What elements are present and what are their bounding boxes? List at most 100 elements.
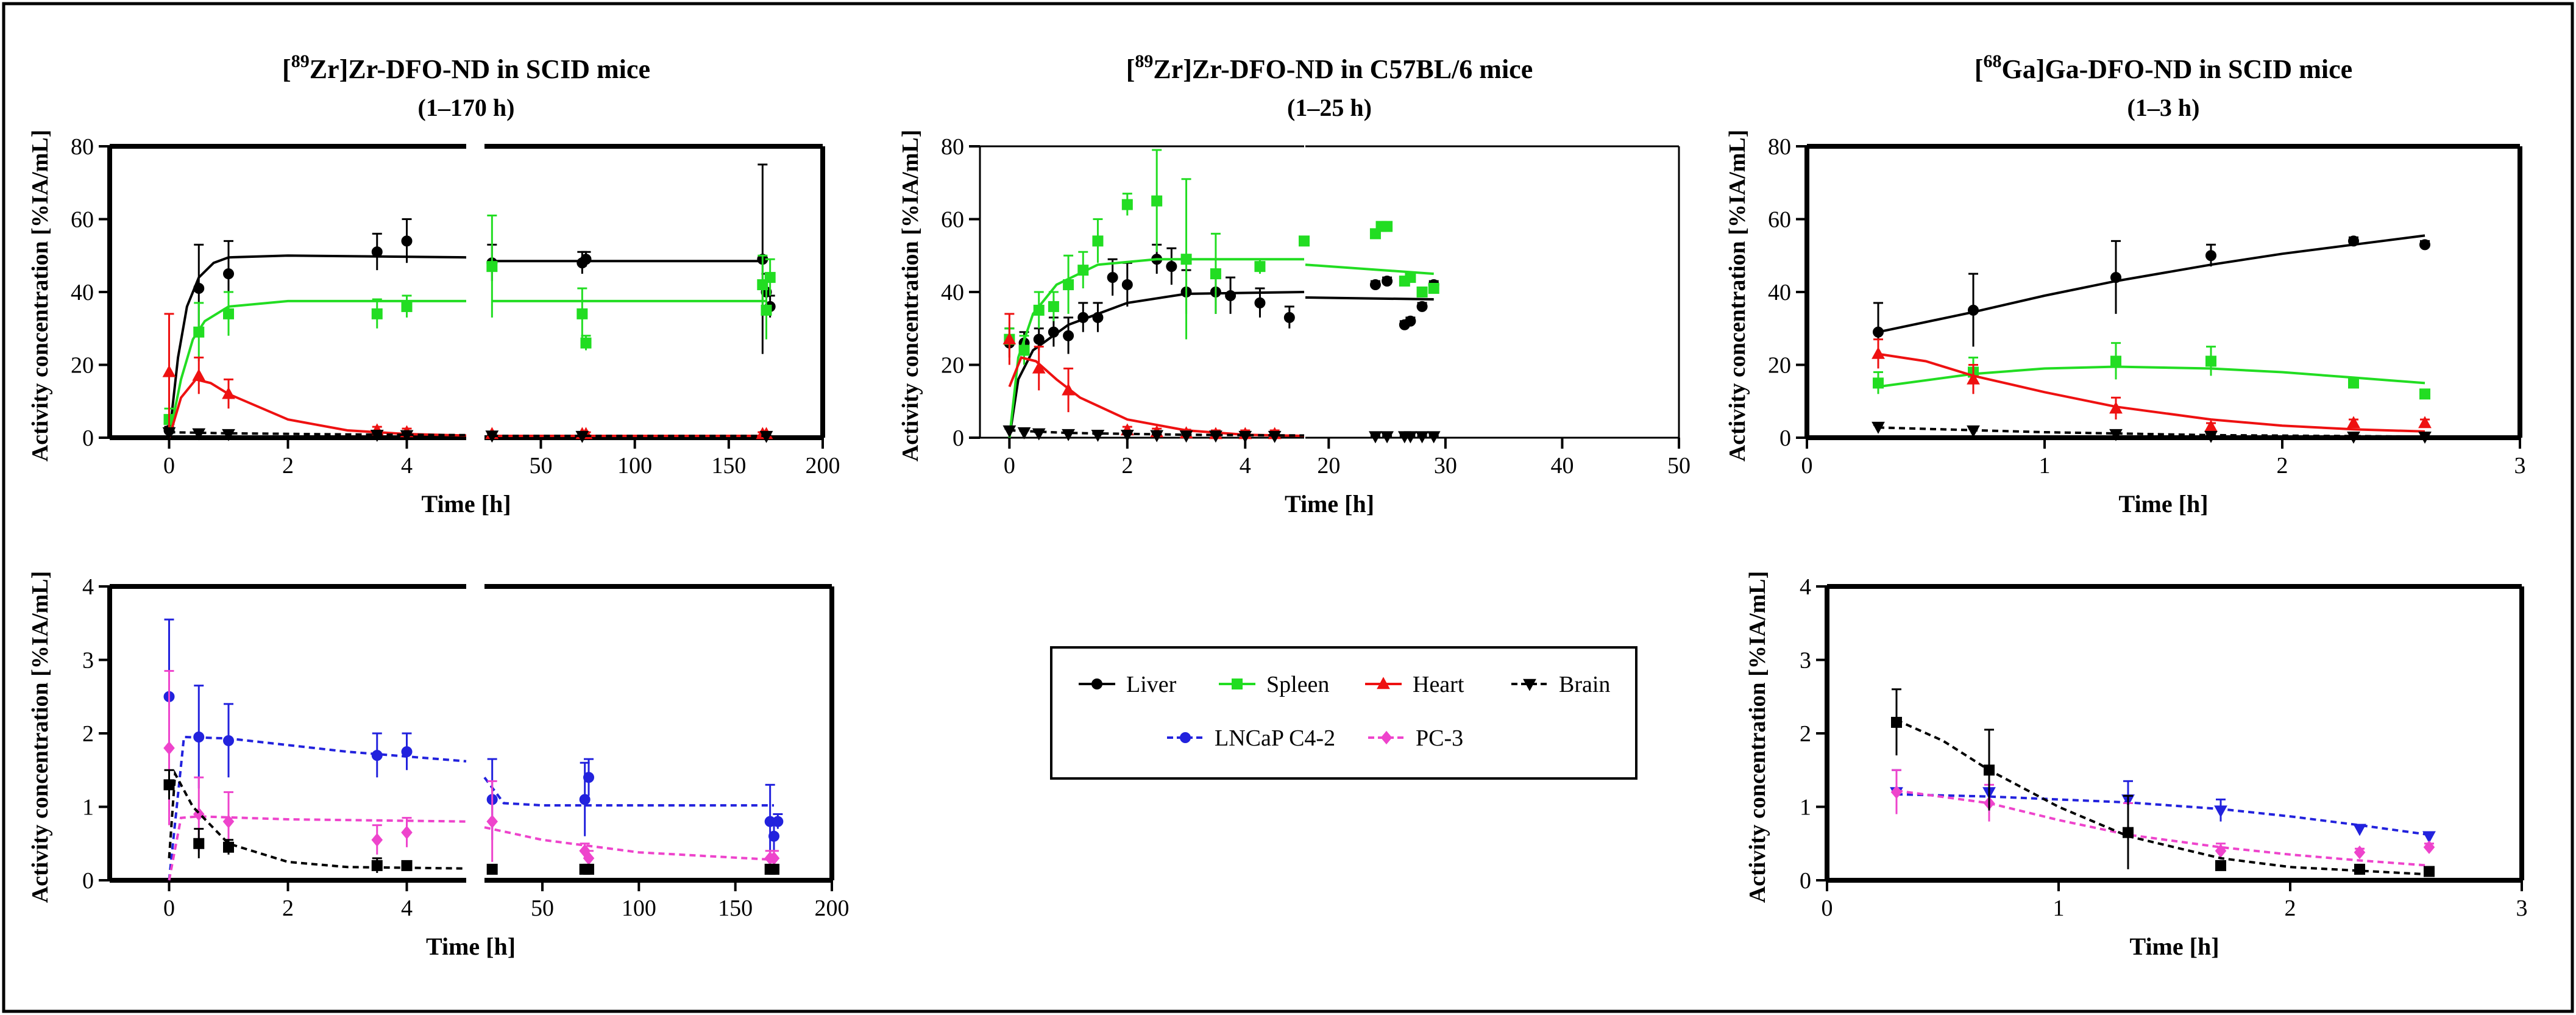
- data-point: [2418, 416, 2432, 429]
- data-point: [1405, 272, 1416, 283]
- chart-title: [89Zr]Zr-DFO-ND in SCID mice: [282, 51, 650, 84]
- data-point: [1063, 279, 1074, 291]
- x-tick-label: 0: [1822, 896, 1833, 921]
- legend-marker: [1380, 730, 1393, 745]
- data-point: [1984, 764, 1995, 776]
- legend-label: Brain: [1559, 672, 1610, 697]
- fit-curve: [169, 431, 467, 436]
- data-point: [1225, 290, 1237, 301]
- x-tick-label: 30: [1434, 453, 1457, 479]
- data-point: [583, 772, 594, 783]
- chart-title-isotope: 89: [1135, 51, 1153, 71]
- data-point: [2419, 388, 2430, 400]
- y-tick-label: 40: [71, 280, 94, 305]
- data-point: [485, 430, 499, 443]
- data-point: [1077, 312, 1089, 323]
- data-point: [222, 814, 235, 828]
- data-point: [2109, 401, 2123, 414]
- data-point: [1405, 315, 1416, 327]
- data-point: [371, 246, 383, 258]
- data-point: [2422, 831, 2436, 844]
- x-tick-label: 2: [282, 896, 294, 921]
- data-point: [1107, 272, 1118, 283]
- fit-curve: [483, 777, 774, 807]
- y-axis-label: Activity concentration [%IA/mL]: [1745, 571, 1770, 903]
- chart-ga-scid-tumors: 0 1 2 3 4 0 1 2 3 Time [h] Activity concentration …: [1745, 571, 2528, 960]
- data-point: [759, 430, 773, 443]
- data-point: [163, 779, 175, 791]
- data-point: [1415, 431, 1429, 444]
- data-point: [1369, 431, 1382, 444]
- data-point: [1268, 430, 1282, 443]
- y-tick-label: 0: [1779, 426, 1791, 451]
- data-point: [1077, 265, 1089, 276]
- data-point: [1017, 427, 1031, 440]
- data-point: [1382, 221, 1393, 232]
- axes: 0 20 40 60 80 0 2 4 50 100 150 200: [71, 134, 840, 479]
- data-point: [1382, 276, 1393, 287]
- data-point: [1254, 261, 1266, 272]
- y-tick-label: 3: [1800, 648, 1811, 674]
- x-tick-label: 40: [1550, 453, 1574, 479]
- chart-title: [68Ga]Ga-DFO-ND in SCID mice: [1975, 51, 2352, 84]
- y-axis-label: Activity concentration [%IA/mL]: [898, 130, 923, 462]
- y-tick-label: 0: [1800, 868, 1811, 894]
- data-point: [580, 254, 592, 265]
- chart-title-isotope: 89: [291, 51, 310, 71]
- data-point: [2424, 866, 2435, 877]
- x-axis-label: Time [h]: [2129, 933, 2219, 960]
- data-point: [2110, 272, 2121, 283]
- series-brain: [1891, 688, 2435, 877]
- y-tick-label: 20: [1768, 353, 1791, 379]
- data-point: [1120, 430, 1134, 442]
- legend-label: LNCaP C4-2: [1215, 725, 1335, 751]
- y-tick-label: 0: [82, 426, 94, 451]
- y-tick-label: 4: [1800, 574, 1811, 600]
- data-point: [1254, 297, 1266, 308]
- chart-zr-scid-organs: [89Zr]Zr-DFO-ND in SCID mice(1–170 h)020…: [27, 51, 840, 518]
- fit-curve: [168, 769, 467, 870]
- data-point: [1179, 430, 1193, 443]
- data-point: [1967, 372, 1980, 385]
- data-point: [223, 268, 234, 280]
- data-point: [1150, 430, 1164, 443]
- data-point: [2109, 429, 2123, 441]
- axes: 0 1 2 3 4 0 2 4 50 100 150 200: [82, 574, 850, 921]
- legend: Liver Spleen Heart Brain LNCaP C4-2 PC-3: [1050, 646, 1637, 780]
- data-point: [1403, 431, 1418, 444]
- data-point: [371, 750, 383, 761]
- x-tick-label: 4: [1240, 453, 1251, 479]
- panels: [89Zr]Zr-DFO-ND in SCID mice(1–170 h)020…: [27, 51, 2528, 960]
- legend-marker: [1232, 678, 1243, 689]
- data-point: [193, 732, 205, 743]
- y-tick-label: 3: [82, 648, 94, 674]
- data-point: [575, 430, 589, 443]
- data-point: [1032, 361, 1046, 374]
- x-tick-label: 0: [1801, 453, 1813, 479]
- fit-curve: [1878, 426, 2425, 438]
- data-point: [1092, 235, 1104, 247]
- data-point: [1210, 268, 1221, 280]
- y-tick-label: 80: [71, 134, 94, 160]
- x-tick-label: 200: [806, 453, 840, 479]
- data-point: [193, 283, 205, 294]
- data-point: [371, 860, 383, 871]
- legend-entry-spleen: Spleen: [1219, 672, 1329, 697]
- data-point: [1121, 199, 1133, 210]
- x-tick-label: 150: [711, 453, 746, 479]
- data-point: [401, 860, 413, 871]
- data-point: [222, 429, 235, 441]
- legend-entry-liver: Liver: [1079, 672, 1177, 697]
- fit-curve: [484, 826, 775, 861]
- data-point: [1872, 346, 1885, 359]
- data-point: [768, 863, 779, 875]
- x-tick-label: 2: [2277, 453, 2288, 479]
- data-point: [1048, 301, 1059, 312]
- data-point: [2354, 863, 2365, 875]
- y-tick-label: 60: [1768, 207, 1791, 233]
- data-point: [583, 863, 594, 875]
- chart-zr-scid-tumors: 0 1 2 3 4 0 2 4 50 100 150 200 Time [h] Activity conc…: [27, 571, 850, 960]
- data-point: [401, 746, 413, 758]
- series-heart: [1872, 338, 2432, 433]
- data-point: [162, 427, 176, 440]
